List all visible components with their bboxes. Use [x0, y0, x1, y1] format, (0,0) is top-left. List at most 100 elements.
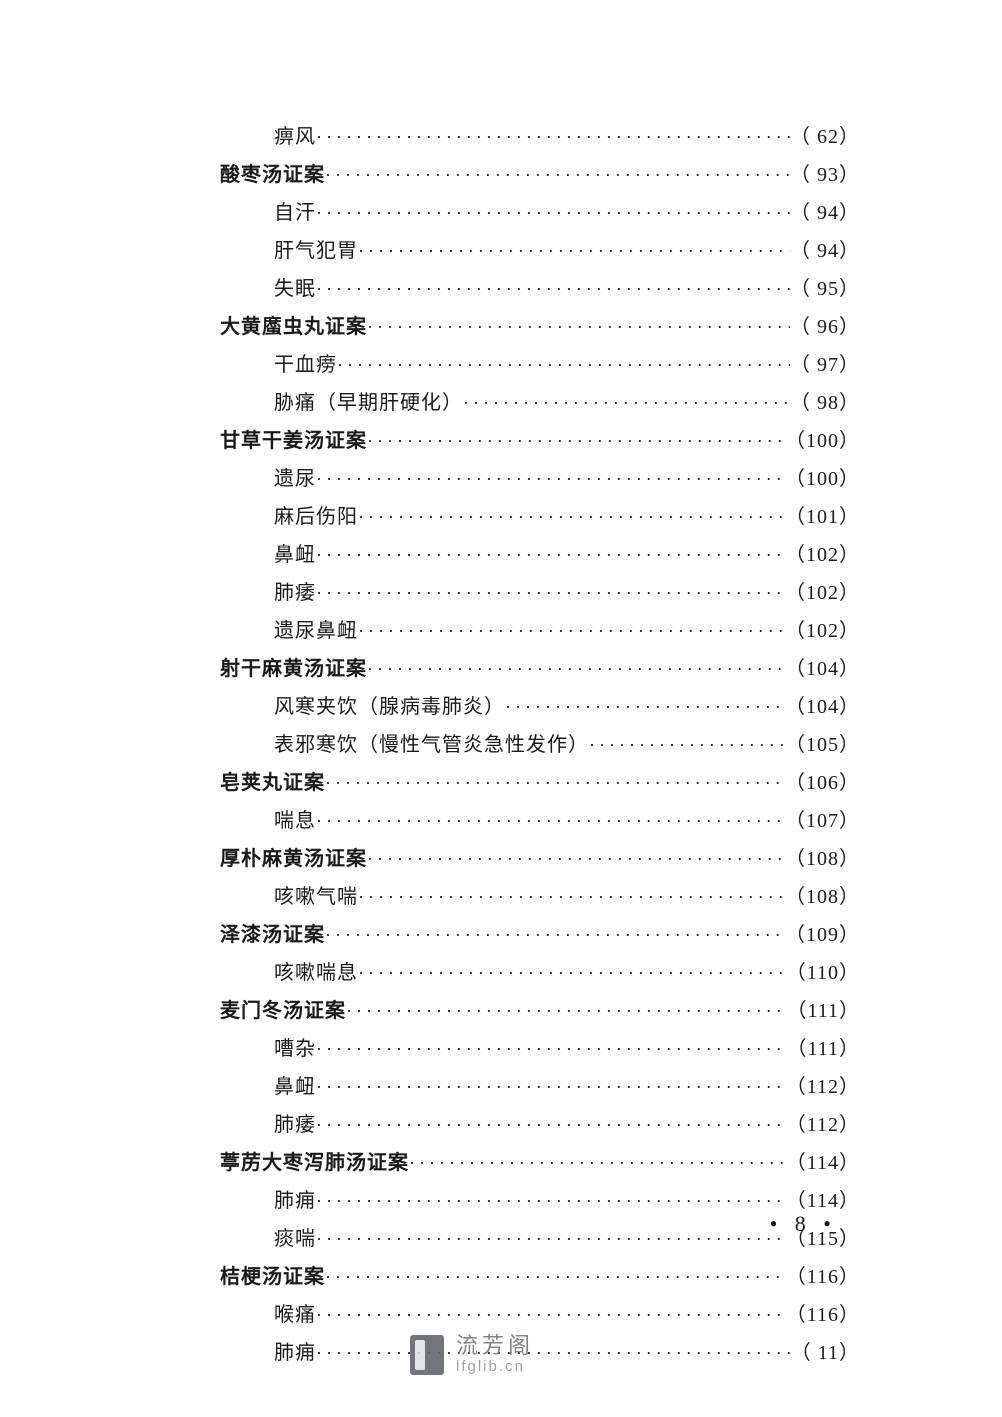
toc-leader-dots	[367, 659, 785, 680]
toc-entry-label: 嘈杂	[220, 1032, 316, 1061]
toc-sub-row: 鼻衄（102）	[220, 538, 860, 576]
toc-leader-dots	[367, 431, 785, 452]
toc-entry-page: （108）	[785, 842, 860, 871]
toc-leader-dots	[367, 317, 790, 338]
toc-leader-dots	[358, 621, 785, 642]
toc-entry-label: 鼻衄	[220, 538, 316, 567]
toc-entry-label: 肺痿	[220, 1108, 316, 1137]
watermark-text: 流芳阁 lfglib.cn	[456, 1334, 534, 1375]
toc-sub-row: 自汗（ 94）	[220, 196, 860, 234]
toc-entry-page: （114）	[786, 1184, 860, 1213]
toc-leader-dots	[316, 203, 790, 224]
toc-entry-page: （100）	[785, 462, 860, 491]
toc-section-row: 皂荚丸证案（106）	[220, 766, 860, 804]
toc-entry-label: 肺痿	[220, 576, 316, 605]
toc-section-row: 葶苈大枣泻肺汤证案（114）	[220, 1146, 860, 1184]
toc-sub-row: 鼻衄（112）	[220, 1070, 860, 1108]
toc-entry-page: （116）	[786, 1298, 860, 1327]
toc-entry-page: （101）	[785, 500, 860, 529]
toc-entry-label: 痰喘	[220, 1222, 316, 1251]
document-page: 痹风 （ 62） 酸枣汤证案 （ 93） 自汗（ 94）肝气犯胃（ 94）失眠（ 95）…	[0, 0, 1002, 1417]
toc-entry-label: 桔梗汤证案	[220, 1260, 325, 1289]
toc-leader-dots	[325, 925, 785, 946]
toc-sub-row: 咳嗽气喘（108）	[220, 880, 860, 918]
toc-entry-label: 痹风	[220, 120, 316, 149]
toc-sub-row: 肺痿 （102）	[220, 576, 860, 614]
toc-sub-row: 痹风 （ 62）	[220, 120, 860, 158]
toc-sub-row: 喘息（107）	[220, 804, 860, 842]
toc-entry-page: （102）	[785, 576, 860, 605]
toc-entry-page: （102）	[785, 614, 860, 643]
toc-leader-dots	[316, 127, 790, 148]
toc-sub-row: 干血痨 （ 97）	[220, 348, 860, 386]
toc-entry-label: 肺痈	[220, 1336, 316, 1365]
toc-entry-label: 皂荚丸证案	[220, 766, 325, 795]
toc-section-row: 甘草干姜汤证案（100）	[220, 424, 860, 462]
toc-leader-dots	[316, 1343, 791, 1364]
toc-entry-page: （104）	[785, 690, 860, 719]
toc-entry-label: 射干麻黄汤证案	[220, 652, 367, 681]
toc-entry-page: （111）	[786, 1032, 860, 1061]
toc-sub-row: 麻后伤阳（101）	[220, 500, 860, 538]
table-of-contents: 痹风 （ 62） 酸枣汤证案 （ 93） 自汗（ 94）肝气犯胃（ 94）失眠（ 95）…	[220, 120, 860, 1374]
toc-sub-row: 咳嗽喘息 （110）	[220, 956, 860, 994]
toc-entry-page: （ 96）	[790, 310, 860, 339]
toc-entry-page: （ 97）	[790, 348, 860, 377]
toc-leader-dots	[346, 1001, 786, 1022]
toc-entry-page: （100）	[785, 424, 860, 453]
toc-sub-row: 痰喘（115）	[220, 1222, 860, 1260]
toc-entry-label: 咳嗽喘息	[220, 956, 358, 985]
page-number: • 8 •	[770, 1211, 837, 1237]
toc-section-row: 麦门冬汤证案 （111）	[220, 994, 860, 1032]
toc-sub-row: 遗尿 （100）	[220, 462, 860, 500]
toc-leader-dots	[358, 963, 786, 984]
toc-entry-label: 喉痛	[220, 1298, 316, 1327]
toc-entry-page: （111）	[786, 994, 860, 1023]
toc-leader-dots	[316, 1077, 786, 1098]
watermark-url: lfglib.cn	[456, 1359, 534, 1376]
toc-section-row: 酸枣汤证案 （ 93）	[220, 158, 860, 196]
toc-entry-page: （108）	[785, 880, 860, 909]
toc-leader-dots	[316, 545, 785, 566]
toc-entry-page: （104）	[785, 652, 860, 681]
toc-leader-dots	[316, 583, 785, 604]
toc-sub-row: 遗尿鼻衄 （102）	[220, 614, 860, 652]
toc-entry-page: （116）	[786, 1260, 860, 1289]
toc-leader-dots	[316, 1191, 786, 1212]
toc-entry-label: 泽漆汤证案	[220, 918, 325, 947]
toc-leader-dots	[358, 887, 785, 908]
toc-section-row: 泽漆汤证案（109）	[220, 918, 860, 956]
toc-leader-dots	[325, 165, 790, 186]
toc-section-row: 大黄䗪虫丸证案（ 96）	[220, 310, 860, 348]
toc-leader-dots	[316, 469, 785, 490]
toc-entry-page: （ 93）	[790, 158, 860, 187]
toc-sub-row: 肺痈 （ 11）	[220, 1336, 860, 1374]
toc-leader-dots	[358, 507, 785, 528]
toc-sub-row: 肺痿（112）	[220, 1108, 860, 1146]
toc-entry-label: 遗尿	[220, 462, 316, 491]
toc-entry-label: 酸枣汤证案	[220, 158, 325, 187]
toc-sub-row: 肝气犯胃（ 94）	[220, 234, 860, 272]
toc-entry-label: 遗尿鼻衄	[220, 614, 358, 643]
toc-entry-page: （107）	[785, 804, 860, 833]
toc-entry-label: 厚朴麻黄汤证案	[220, 842, 367, 871]
toc-section-row: 射干麻黄汤证案 （104）	[220, 652, 860, 690]
toc-entry-label: 肝气犯胃	[220, 234, 358, 263]
toc-leader-dots	[316, 1305, 786, 1326]
toc-entry-label: 干血痨	[220, 348, 337, 377]
toc-sub-row: 表邪寒饮（慢性气管炎急性发作） （105）	[220, 728, 860, 766]
toc-leader-dots	[409, 1153, 786, 1174]
toc-entry-page: （ 95）	[790, 272, 860, 301]
toc-entry-page: （105）	[785, 728, 860, 757]
toc-entry-label: 麦门冬汤证案	[220, 994, 346, 1023]
toc-leader-dots	[316, 811, 785, 832]
toc-entry-label: 葶苈大枣泻肺汤证案	[220, 1146, 409, 1175]
toc-entry-page: （ 11）	[791, 1336, 860, 1365]
toc-leader-dots	[358, 241, 790, 262]
toc-sub-row: 肺痈（114）	[220, 1184, 860, 1222]
toc-sub-row: 失眠（ 95）	[220, 272, 860, 310]
toc-entry-page: （110）	[786, 956, 860, 985]
toc-leader-dots	[463, 393, 790, 414]
toc-entry-page: （ 62）	[790, 120, 860, 149]
toc-entry-label: 表邪寒饮（慢性气管炎急性发作）	[220, 728, 589, 757]
